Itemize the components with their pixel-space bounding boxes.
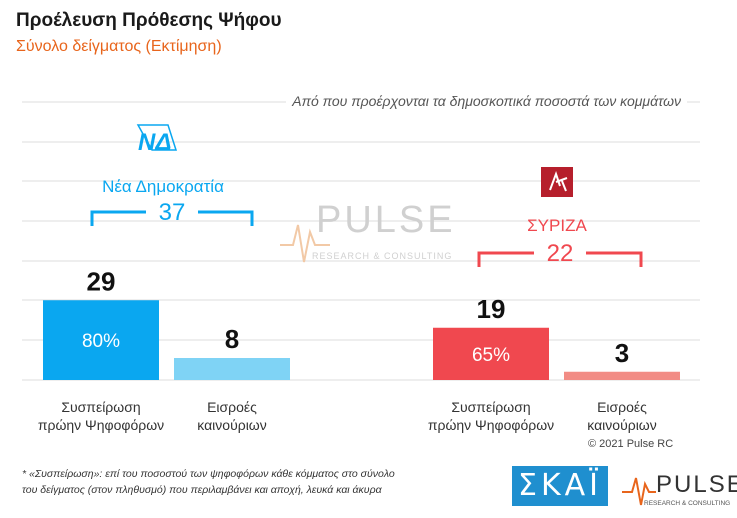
category-label: πρώην Ψηφοφόρων [38, 417, 164, 433]
total-bracket-left [90, 210, 146, 226]
category-label: Συσπείρωση [451, 399, 530, 415]
bar-pct-label: 80% [82, 331, 120, 352]
watermark-pulse-icon [280, 224, 330, 263]
bar [564, 371, 680, 380]
category-label: καινούριων [197, 417, 266, 433]
category-label: Εισροές [597, 399, 647, 415]
bar [433, 327, 549, 380]
category-label: καινούριων [587, 417, 656, 433]
bar-value-label: 19 [477, 294, 506, 324]
nd-logo-icon: ΝΔ [138, 129, 171, 156]
category-label: Συσπείρωση [61, 399, 140, 415]
category-label: πρώην Ψηφοφόρων [428, 417, 554, 433]
bar-value-label: 29 [87, 266, 116, 296]
total-bracket-right [198, 210, 254, 226]
chart-subtitle: Σύνολο δείγματος (Εκτίμηση) [16, 38, 222, 55]
category-label: Εισροές [207, 399, 257, 415]
party-name-0: Νέα Δημοκρατία [102, 177, 224, 196]
syriza-star-icon [549, 171, 568, 192]
top-note: Από που προέρχονται τα δημοσκοπικά ποσοσ… [286, 93, 687, 109]
bar-pct-label: 65% [472, 345, 510, 366]
total-bracket-right [586, 251, 643, 267]
bar-value-label: 8 [225, 324, 239, 354]
watermark-tagline: RESEARCH & CONSULTING [312, 251, 452, 261]
watermark-name: PULSE [316, 199, 456, 241]
total-bracket-left [477, 251, 534, 267]
party-total-1: 22 [547, 240, 574, 267]
nd-logo-triangle-icon [136, 124, 178, 151]
skai-logo: ΣΚΑΪ [512, 466, 608, 506]
pulse-logo-icon [622, 477, 656, 506]
party-total-0: 37 [159, 199, 186, 226]
bar-value-label: 3 [615, 338, 629, 368]
chart-title: Προέλευση Πρόθεσης Ψήφου [16, 10, 282, 31]
party-name-1: ΣΥΡΙΖΑ [527, 216, 587, 235]
footnote: * «Συσπείρωση»: επί του ποσοστού των ψηφ… [22, 466, 492, 498]
bar [43, 300, 159, 380]
footnote-line-1: * «Συσπείρωση»: επί του ποσοστού των ψηφ… [22, 468, 395, 480]
footnote-line-2: του δείγματος (στον πληθυσμό) που περιλα… [22, 484, 382, 496]
pulse-logo-tagline: RESEARCH & CONSULTING [644, 500, 730, 507]
bar [174, 358, 290, 380]
pulse-logo-name: PULSE [656, 471, 737, 498]
copyright: © 2021 Pulse RC [588, 438, 674, 450]
